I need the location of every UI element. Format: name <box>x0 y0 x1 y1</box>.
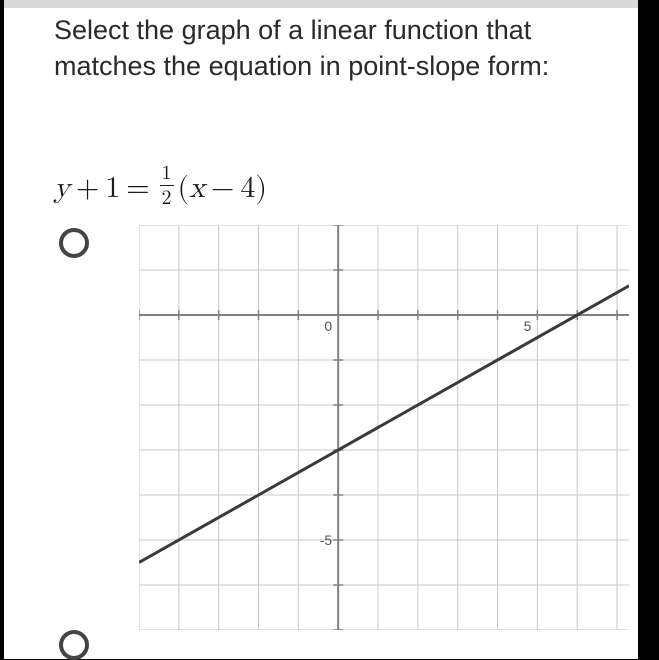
eq-y-offset: 1 <box>105 170 120 206</box>
chart-svg: 0 5 -5 <box>139 225 629 630</box>
eq-lparen: ( <box>178 170 190 206</box>
radio-option-2[interactable] <box>59 630 89 660</box>
svg-text:0: 0 <box>324 318 332 334</box>
eq-y-var: y <box>54 170 70 206</box>
radio-option-1[interactable] <box>59 228 89 258</box>
page: Select the graph of a linear function th… <box>4 0 638 659</box>
eq-x-offset: 4 <box>240 170 255 206</box>
eq-equals: = <box>120 170 155 206</box>
eq-plus: + <box>70 170 105 206</box>
equation: y + 1 = 1 2 ( x − 4 ) <box>54 165 267 210</box>
eq-slope-fraction: 1 2 <box>160 163 174 208</box>
eq-slope-den: 2 <box>160 185 174 208</box>
question-text: Select the graph of a linear function th… <box>54 12 614 85</box>
eq-x-var: x <box>189 170 205 206</box>
svg-text:5: 5 <box>524 318 532 334</box>
chart-option-1[interactable]: 0 5 -5 <box>139 225 629 630</box>
eq-rparen: ) <box>255 170 267 206</box>
eq-slope-num: 1 <box>160 163 174 185</box>
header-strip <box>4 0 638 8</box>
svg-text:-5: -5 <box>320 532 333 548</box>
eq-minus: − <box>205 170 240 206</box>
